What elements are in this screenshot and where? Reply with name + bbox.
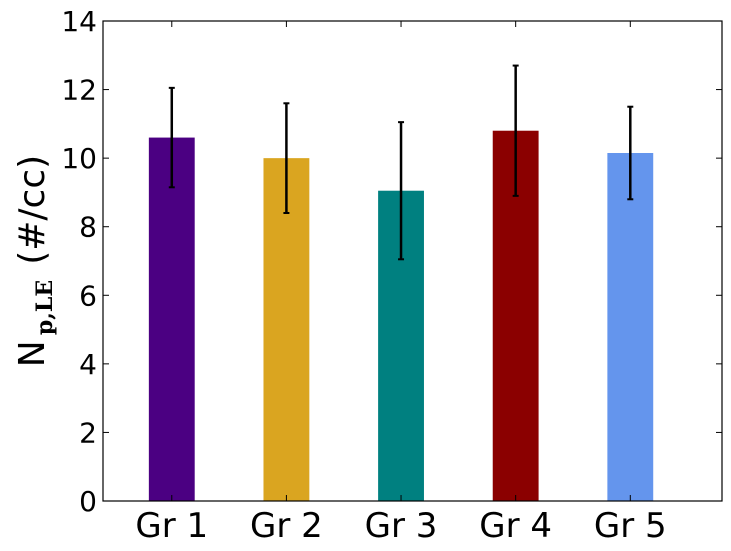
y-axis-label-main: N — [12, 340, 53, 367]
y-tick-label-12: 12 — [61, 74, 97, 107]
x-tick-label-5: Gr 5 — [594, 506, 667, 546]
x-tick-label-3: Gr 3 — [365, 506, 438, 546]
x-ticks-group: Gr 1 Gr 2 Gr 3 Gr 4 Gr 5 — [135, 21, 667, 546]
y-tick-label-14: 14 — [61, 5, 97, 38]
y-tick-label-6: 6 — [79, 279, 97, 312]
x-tick-label-2: Gr 2 — [250, 506, 323, 546]
y-tick-label-0: 0 — [79, 485, 97, 518]
y-axis-label: N p,LE (#/cc) — [12, 155, 58, 367]
bar-2 — [263, 158, 310, 501]
y-axis-label-units: (#/cc) — [12, 155, 53, 265]
bar-5 — [607, 153, 654, 501]
y-tick-label-2: 2 — [79, 416, 97, 449]
x-tick-label-1: Gr 1 — [135, 506, 208, 546]
error-bars-group — [168, 64, 634, 261]
y-tick-label-4: 4 — [79, 348, 97, 381]
y-tick-label-8: 8 — [79, 211, 97, 244]
bar-1 — [148, 137, 195, 502]
y-axis-label-subscript: p,LE — [32, 280, 58, 335]
y-ticks-group: 0 2 4 6 8 10 12 14 — [61, 5, 722, 518]
x-tick-label-4: Gr 4 — [479, 506, 552, 546]
plot-frame — [102, 20, 723, 502]
y-tick-label-10: 10 — [61, 142, 97, 175]
